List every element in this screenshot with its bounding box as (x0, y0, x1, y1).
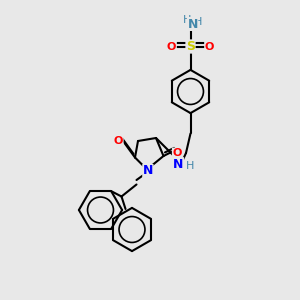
Text: S: S (186, 40, 195, 53)
Text: N: N (173, 158, 184, 171)
Text: O: O (114, 136, 123, 146)
Text: H: H (185, 160, 194, 171)
Text: N: N (143, 164, 153, 178)
Text: O: O (205, 41, 214, 52)
Text: H: H (183, 15, 192, 26)
Text: O: O (172, 148, 182, 158)
Text: N: N (188, 17, 198, 31)
Text: O: O (167, 41, 176, 52)
Text: H: H (194, 16, 202, 27)
